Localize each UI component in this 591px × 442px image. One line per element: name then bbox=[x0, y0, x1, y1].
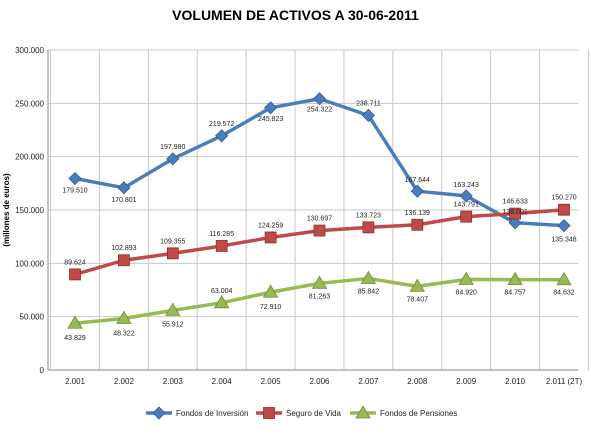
legend-marker bbox=[263, 407, 275, 419]
data-label: 143.791 bbox=[454, 202, 479, 209]
chart-title: VOLUMEN DE ACTIVOS A 30-06-2011 bbox=[172, 7, 419, 23]
legend-marker bbox=[355, 405, 371, 419]
x-tick-label: 2.010 bbox=[505, 377, 526, 386]
y-tick-label: 150.000 bbox=[15, 206, 44, 215]
data-label: 136.139 bbox=[405, 210, 430, 217]
data-label: 84.920 bbox=[455, 289, 477, 296]
x-tick-label: 2.009 bbox=[456, 377, 477, 386]
y-axis-label: (millones de euros) bbox=[2, 173, 11, 247]
data-point bbox=[116, 310, 132, 324]
x-tick-label: 2.004 bbox=[212, 377, 233, 386]
data-point bbox=[558, 203, 570, 216]
data-label: 219.572 bbox=[209, 121, 234, 128]
data-point bbox=[214, 295, 230, 309]
y-tick-label: 250.000 bbox=[15, 99, 44, 108]
legend-label: Seguro de Vida bbox=[286, 409, 342, 418]
series bbox=[67, 92, 572, 329]
y-tick-label: 300.000 bbox=[15, 46, 44, 55]
data-point bbox=[264, 101, 278, 115]
data-point bbox=[165, 302, 181, 316]
data-point bbox=[215, 129, 229, 143]
data-label: 150.270 bbox=[551, 195, 576, 202]
data-point bbox=[460, 210, 473, 223]
y-tick-label: 50.000 bbox=[20, 313, 45, 322]
data-label: 48.322 bbox=[113, 330, 135, 337]
data-label: 133.723 bbox=[356, 212, 381, 219]
data-label: 124.259 bbox=[258, 222, 283, 229]
data-point bbox=[166, 152, 180, 166]
x-tick-label: 2.006 bbox=[309, 377, 330, 386]
data-point bbox=[410, 184, 424, 198]
data-label: 72.910 bbox=[260, 304, 282, 311]
data-point bbox=[362, 221, 375, 234]
data-point bbox=[262, 284, 279, 298]
x-tick-label: 2.007 bbox=[358, 377, 379, 386]
data-point bbox=[166, 247, 179, 260]
data-label: 179.510 bbox=[62, 188, 87, 195]
data-label: 84.757 bbox=[504, 290, 526, 297]
data-label: 138.001 bbox=[502, 209, 527, 216]
data-point bbox=[67, 315, 83, 329]
data-label: 163.243 bbox=[454, 182, 479, 189]
data-point bbox=[556, 271, 572, 286]
data-label: 170.801 bbox=[111, 197, 136, 204]
data-point bbox=[311, 275, 328, 289]
data-label: 135.348 bbox=[551, 237, 576, 244]
x-tick-label: 2.005 bbox=[261, 377, 282, 386]
legend-label: Fondos de Pensiones bbox=[380, 409, 457, 418]
data-point bbox=[69, 268, 81, 281]
data-label: 63.004 bbox=[211, 288, 233, 295]
data-label: 167.644 bbox=[405, 177, 430, 184]
data-label: 238.711 bbox=[356, 100, 381, 107]
y-tick-label: 200.000 bbox=[15, 153, 44, 162]
data-label: 254.322 bbox=[307, 107, 332, 114]
data-labels: 179.510 170.801 197.980 219.572 245.823 254.3… bbox=[62, 100, 576, 342]
axes: 0 50.000 100.000 150.000 200.000 250.000 300.0… bbox=[2, 46, 582, 386]
data-point bbox=[458, 271, 474, 285]
y-tick-label: 100.000 bbox=[15, 259, 44, 268]
data-point bbox=[117, 181, 131, 195]
data-point bbox=[312, 92, 327, 106]
data-label: 102.893 bbox=[111, 245, 136, 252]
data-point bbox=[411, 218, 424, 231]
x-tick-label: 2.011 (2T) bbox=[546, 377, 583, 386]
x-tick-label: 2.008 bbox=[407, 377, 428, 386]
x-tick-label: 2.002 bbox=[114, 377, 135, 386]
data-point bbox=[68, 171, 82, 186]
legend-label: Fondos de Inversión bbox=[176, 409, 249, 418]
legend: Fondos de Inversión Seguro de Vida Fondos … bbox=[146, 405, 457, 420]
data-label: 89.624 bbox=[64, 259, 86, 266]
data-label: 78.407 bbox=[407, 296, 429, 303]
data-point bbox=[409, 278, 425, 292]
data-label: 197.980 bbox=[160, 144, 185, 151]
data-point bbox=[264, 231, 277, 244]
y-tick-label: 0 bbox=[40, 366, 45, 375]
data-label: 81.263 bbox=[309, 293, 331, 300]
legend-marker bbox=[152, 406, 166, 420]
data-point bbox=[557, 219, 571, 233]
data-label: 146.633 bbox=[502, 199, 527, 206]
data-point bbox=[360, 270, 377, 284]
x-tick-label: 2.003 bbox=[163, 377, 184, 386]
x-tick-label: 2.001 bbox=[65, 377, 86, 386]
data-point bbox=[507, 271, 523, 285]
data-point bbox=[313, 224, 326, 237]
data-label: 84.632 bbox=[553, 290, 575, 297]
data-label: 43.829 bbox=[64, 335, 86, 342]
data-point bbox=[361, 108, 375, 122]
data-label: 130.697 bbox=[307, 216, 332, 223]
data-point bbox=[215, 240, 228, 252]
data-label: 85.842 bbox=[358, 288, 380, 295]
data-point bbox=[118, 254, 130, 267]
data-point bbox=[509, 207, 522, 220]
data-label: 109.355 bbox=[160, 238, 185, 245]
data-point bbox=[508, 216, 522, 230]
data-label: 55.912 bbox=[162, 321, 184, 328]
data-point bbox=[459, 189, 473, 203]
data-label: 245.823 bbox=[258, 116, 283, 123]
data-label: 116.285 bbox=[209, 231, 234, 238]
